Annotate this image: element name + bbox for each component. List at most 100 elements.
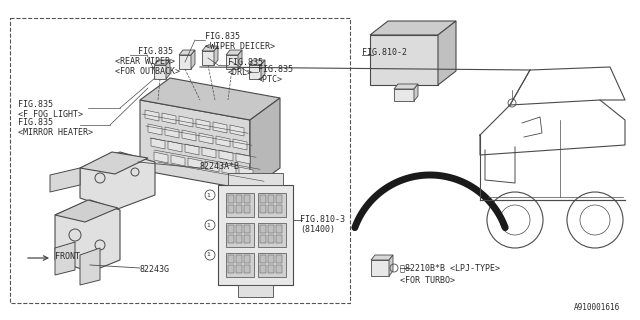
Polygon shape [370, 21, 456, 35]
Bar [276, 265, 282, 273]
Text: FIG.835: FIG.835 [138, 47, 173, 56]
Polygon shape [233, 139, 247, 150]
Bar [244, 265, 250, 273]
Polygon shape [166, 60, 170, 79]
Bar [260, 195, 266, 203]
Bar [236, 235, 242, 243]
Bar [226, 223, 254, 247]
Bar [236, 255, 242, 263]
Bar [228, 265, 234, 273]
Polygon shape [55, 200, 118, 222]
Bar [228, 255, 234, 263]
Polygon shape [145, 110, 159, 121]
Polygon shape [182, 130, 196, 141]
Text: 1: 1 [206, 193, 210, 197]
Bar [258, 223, 286, 247]
Bar [268, 255, 274, 263]
Polygon shape [199, 133, 213, 144]
Bar [260, 255, 266, 263]
Polygon shape [80, 152, 148, 174]
Polygon shape [238, 50, 242, 69]
Bar [228, 173, 283, 185]
Polygon shape [214, 46, 218, 65]
Bar [260, 235, 266, 243]
Polygon shape [250, 98, 280, 190]
Polygon shape [261, 60, 265, 79]
Text: FIG.835: FIG.835 [228, 58, 263, 67]
Bar [236, 195, 242, 203]
Bar [179, 55, 191, 69]
Polygon shape [389, 255, 393, 276]
Text: <PTC>: <PTC> [258, 75, 283, 84]
Bar [218, 185, 293, 285]
Text: FIG.810-2: FIG.810-2 [362, 48, 407, 57]
Text: FIG.835: FIG.835 [205, 32, 240, 41]
Polygon shape [154, 60, 170, 65]
Bar [268, 225, 274, 233]
Bar [236, 225, 242, 233]
Text: FIG.835: FIG.835 [18, 118, 53, 127]
Bar [276, 195, 282, 203]
Text: <WIPER DEICER>: <WIPER DEICER> [205, 42, 275, 51]
Polygon shape [188, 158, 202, 169]
Bar [370, 35, 438, 85]
Polygon shape [80, 152, 155, 210]
Text: 82243A*B: 82243A*B [200, 162, 240, 171]
Bar [371, 260, 389, 276]
Bar [10, 18, 350, 303]
Polygon shape [230, 125, 244, 136]
Bar [228, 195, 234, 203]
Bar [276, 205, 282, 213]
Text: FRONT: FRONT [55, 252, 80, 261]
Bar [276, 235, 282, 243]
Polygon shape [162, 113, 176, 124]
Text: 1: 1 [206, 252, 210, 258]
Bar [268, 265, 274, 273]
Polygon shape [226, 50, 242, 55]
Polygon shape [394, 84, 418, 89]
Bar [238, 285, 273, 297]
Polygon shape [249, 60, 265, 65]
Polygon shape [438, 21, 456, 85]
Polygon shape [55, 242, 75, 275]
Polygon shape [80, 248, 100, 285]
Bar [154, 65, 166, 79]
Polygon shape [236, 153, 250, 164]
Polygon shape [222, 164, 236, 175]
Bar [226, 253, 254, 277]
Polygon shape [171, 155, 185, 166]
Polygon shape [213, 122, 227, 133]
Bar [258, 253, 286, 277]
Polygon shape [50, 168, 80, 192]
Bar [236, 205, 242, 213]
Bar [226, 193, 254, 217]
Polygon shape [151, 138, 165, 149]
Bar [244, 195, 250, 203]
Bar [244, 255, 250, 263]
Text: (81400): (81400) [300, 225, 335, 234]
Polygon shape [140, 78, 280, 120]
Text: 82243G: 82243G [140, 265, 170, 274]
Polygon shape [239, 167, 253, 178]
Text: FIG.810-3: FIG.810-3 [300, 215, 345, 224]
Bar [249, 65, 261, 79]
Polygon shape [371, 255, 393, 260]
Text: <FOR OUTBACK>: <FOR OUTBACK> [115, 67, 180, 76]
Polygon shape [185, 144, 199, 155]
Polygon shape [55, 200, 120, 272]
Polygon shape [165, 127, 179, 138]
Bar [258, 193, 286, 217]
Polygon shape [196, 119, 210, 130]
Polygon shape [140, 100, 250, 190]
Text: FIG.835: FIG.835 [258, 65, 293, 74]
Bar [244, 225, 250, 233]
Bar [228, 225, 234, 233]
Text: 1: 1 [206, 222, 210, 228]
Text: A910001616: A910001616 [573, 303, 620, 312]
Polygon shape [191, 50, 195, 69]
Bar [276, 225, 282, 233]
Polygon shape [168, 141, 182, 152]
Bar [226, 55, 238, 69]
Polygon shape [205, 161, 219, 172]
Bar [268, 195, 274, 203]
